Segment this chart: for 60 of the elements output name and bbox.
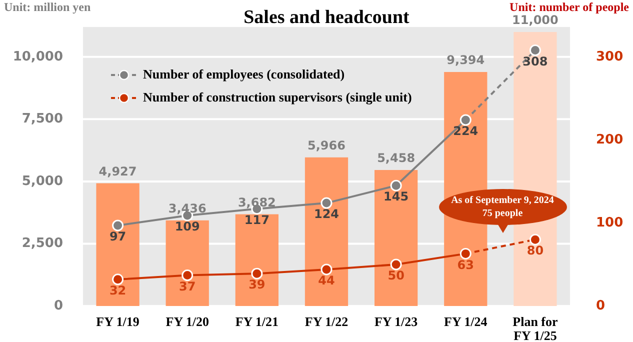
y-axis-title: Unit: million yen (4, 0, 91, 14)
bar (235, 214, 278, 306)
data-label: 80 (526, 244, 544, 258)
point (112, 220, 124, 232)
bar (374, 170, 418, 306)
data-label: 3,436 (168, 202, 206, 216)
x-tick-label: FY 1/24 (444, 314, 488, 330)
x-tick-label: FY 1/19 (96, 314, 140, 330)
y-tick-label: 2,500 (22, 236, 63, 252)
data-label: 9,394 (446, 53, 485, 68)
x-tick-label: FY 1/22 (304, 314, 348, 330)
x-tick-label: FY 1/23 (374, 314, 418, 330)
chart-title: Sales and headcount (244, 6, 410, 28)
data-label: 109 (174, 220, 200, 234)
y-tick-label: 5,000 (22, 174, 63, 189)
data-label: 39 (248, 278, 266, 292)
point (182, 270, 194, 282)
data-label: 224 (453, 124, 478, 138)
data-label: 117 (244, 212, 270, 227)
point (112, 274, 124, 286)
y-tick-label: 10,000 (12, 49, 63, 64)
bar (166, 220, 209, 306)
legend-label: Number of construction supervisors (single unit) (143, 89, 412, 104)
x-tick-label: Plan for FY 1/25 (512, 314, 558, 342)
bar (304, 157, 348, 306)
point (320, 264, 332, 276)
legend-label: Number of employees (consolidated) (143, 66, 345, 82)
data-label: 124 (314, 207, 340, 222)
data-label: 5,458 (377, 151, 416, 166)
data-label: 97 (109, 230, 126, 244)
data-label: 44 (318, 274, 335, 288)
y-tick-label: 7,500 (22, 112, 63, 127)
data-label: 308 (522, 54, 548, 68)
point (390, 180, 402, 192)
x-tick-label: FY 1/21 (235, 314, 279, 330)
data-label: 5,966 (308, 138, 346, 153)
y2-tick-label: 0 (596, 298, 606, 314)
data-label: 63 (457, 258, 474, 272)
point (390, 258, 402, 270)
data-label: 4,927 (98, 164, 137, 178)
y2-tick-label: 200 (596, 132, 624, 148)
data-label: 145 (384, 190, 409, 204)
point (251, 268, 263, 280)
point (320, 197, 332, 209)
data-label: 3,682 (238, 195, 276, 210)
point (460, 114, 472, 126)
y-tick-label: 0 (54, 298, 63, 314)
data-label: 32 (109, 284, 126, 298)
point (529, 234, 541, 246)
data-label: 50 (388, 268, 404, 283)
point (460, 248, 472, 260)
data-label: 37 (179, 279, 196, 294)
y2-tick-label: 300 (596, 49, 624, 64)
y2-tick-label: 100 (596, 215, 624, 230)
annotation: As of September 9, 2024 75 people (438, 188, 566, 225)
data-label: 11,000 (512, 13, 558, 28)
bar (96, 183, 140, 306)
point (529, 44, 541, 56)
y2-axis-title: Unit: number of people (510, 0, 630, 14)
x-tick-label: FY 1/20 (166, 314, 209, 330)
